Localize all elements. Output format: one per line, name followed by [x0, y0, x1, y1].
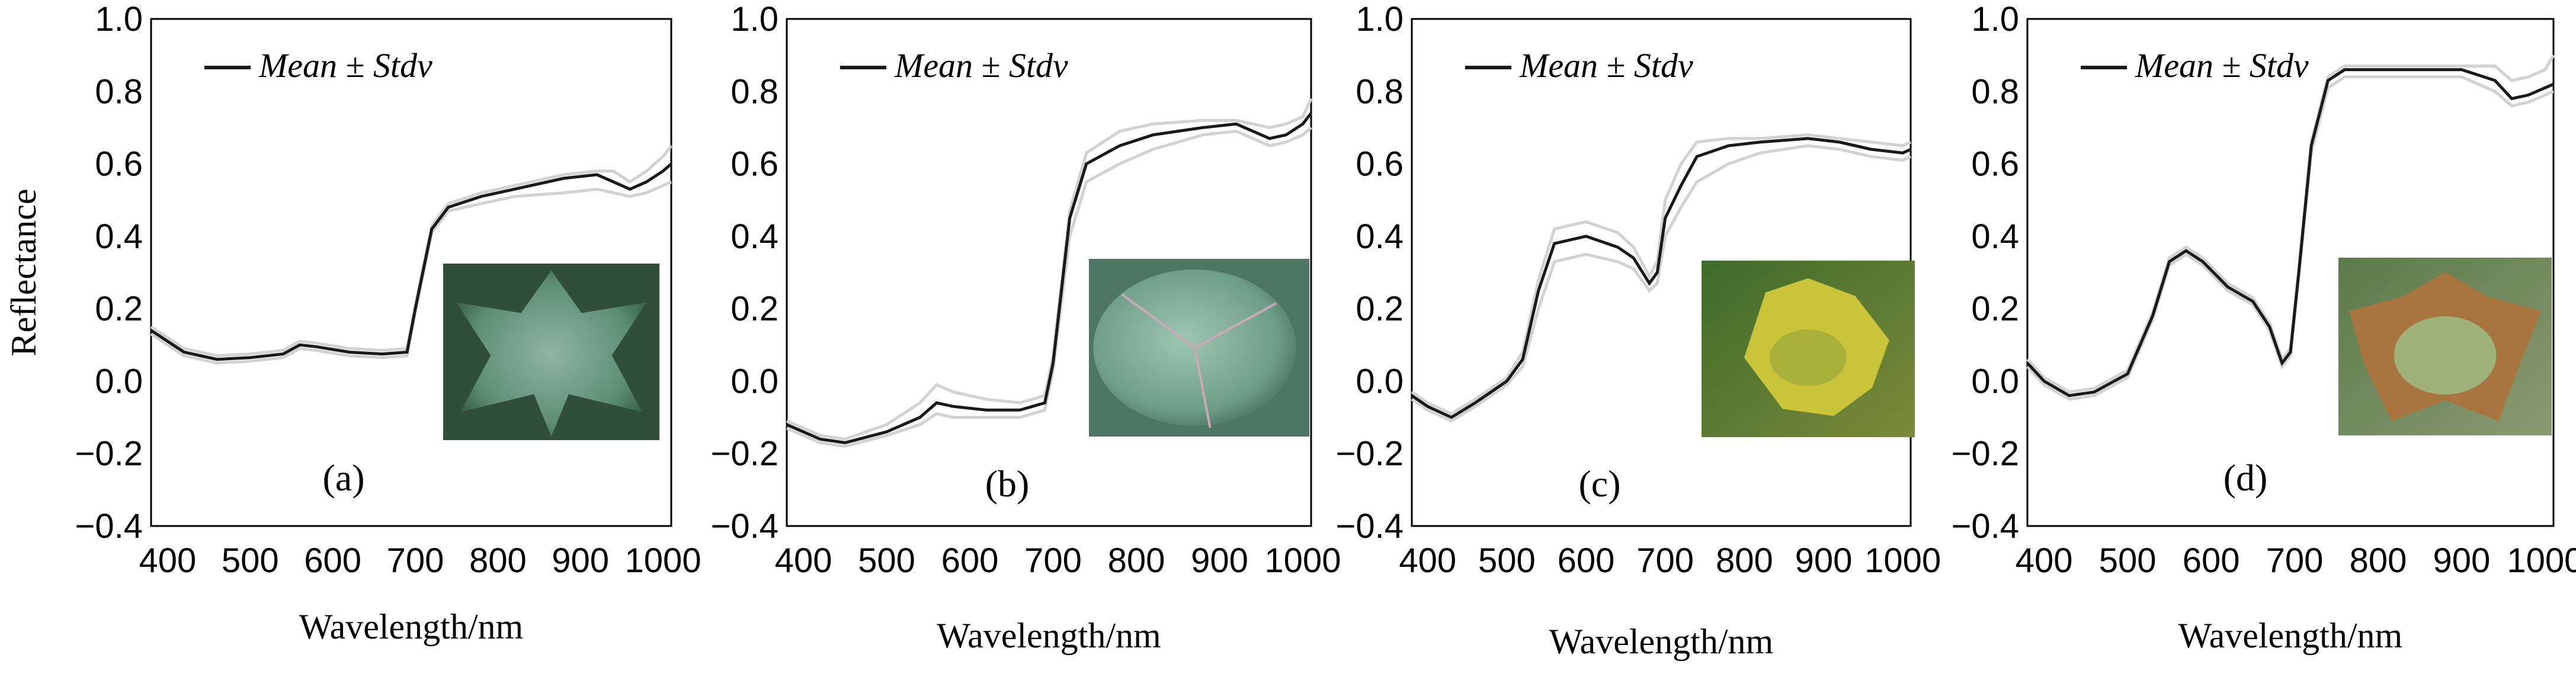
x-tick-label: 1000	[1864, 541, 1941, 580]
series-mean-line	[1411, 137, 1912, 419]
x-tick-label: 800	[469, 541, 527, 580]
y-tick-label: 1.0	[95, 0, 143, 39]
series-mean-line	[2026, 68, 2554, 397]
series-mean-line	[150, 162, 672, 361]
y-tick-label: 0.8	[95, 72, 143, 111]
y-axis-title: Reflectance	[4, 188, 43, 356]
x-tick-label: 800	[1108, 541, 1165, 580]
y-tick-label: −0.4	[1336, 507, 1404, 546]
panel-label: (a)	[322, 457, 364, 499]
inset-photo-infected-leaf	[1089, 259, 1309, 437]
x-axis-title: Wavelength/nm	[2178, 616, 2402, 655]
x-tick-label: 600	[304, 541, 361, 580]
x-axis-title: Wavelength/nm	[1549, 622, 1773, 661]
panel-label: (d)	[2223, 457, 2268, 499]
x-tick-label: 400	[2016, 541, 2073, 580]
x-tick-label: 800	[2350, 541, 2407, 580]
y-tick-label: 0.8	[730, 72, 778, 111]
x-tick-label: 600	[2183, 541, 2240, 580]
y-tick-label: 0.4	[1356, 217, 1404, 256]
y-tick-label: 0.6	[1971, 145, 2019, 184]
inset-photo-healthy-leaf	[443, 264, 659, 440]
y-tick-label: 0.2	[1356, 290, 1404, 328]
x-axis-title: Wavelength/nm	[299, 607, 523, 646]
y-tick-label: 0.6	[1356, 145, 1404, 184]
y-tick-label: 0.2	[1971, 290, 2019, 328]
x-tick-label: 900	[2433, 541, 2491, 580]
x-tick-label: 900	[552, 541, 609, 580]
panel-label: (c)	[1578, 463, 1620, 505]
y-tick-label: −0.4	[75, 507, 143, 546]
y-tick-label: 0.4	[1971, 217, 2019, 256]
x-tick-label: 700	[1024, 541, 1082, 580]
x-tick-label: 700	[2266, 541, 2324, 580]
plot-frame	[786, 18, 1312, 527]
inset-photo-yellowing-leaf	[1702, 261, 1915, 437]
y-tick-label: −0.2	[75, 435, 143, 473]
x-tick-label: 500	[222, 541, 279, 580]
y-tick-label: 0.0	[730, 362, 778, 400]
y-tick-label: 0.2	[730, 290, 778, 328]
legend-label: Mean ± Stdv	[894, 46, 1068, 85]
y-tick-label: 0.4	[730, 217, 778, 256]
y-tick-label: 0.8	[1356, 72, 1404, 111]
y-tick-label: 1.0	[1356, 0, 1404, 39]
leaf-shape	[456, 270, 647, 437]
x-axis-title: Wavelength/nm	[937, 616, 1161, 655]
legend-label: Mean ± Stdv	[1519, 46, 1693, 85]
legend-label: Mean ± Stdv	[258, 46, 432, 85]
y-tick-label: −0.2	[1952, 435, 2020, 473]
y-tick-label: 0.0	[95, 362, 143, 400]
panel-label: (b)	[985, 463, 1030, 505]
series-mean-line	[786, 112, 1312, 444]
y-tick-label: 0.6	[95, 145, 143, 184]
y-tick-label: 1.0	[730, 0, 778, 39]
x-tick-label: 400	[775, 541, 832, 580]
x-tick-label: 600	[1558, 541, 1615, 580]
x-tick-label: 1000	[1264, 541, 1341, 580]
series-upper-stdv-line	[1411, 133, 1912, 416]
y-tick-label: 0.0	[1971, 362, 2019, 400]
y-tick-label: 0.2	[95, 290, 143, 328]
y-tick-label: 0.6	[730, 145, 778, 184]
x-tick-label: 400	[1399, 541, 1456, 580]
x-tick-label: 500	[1478, 541, 1536, 580]
y-tick-label: −0.4	[1952, 507, 2020, 546]
x-tick-label: 900	[1795, 541, 1853, 580]
y-tick-label: 1.0	[1971, 0, 2019, 39]
y-tick-label: −0.4	[711, 507, 779, 546]
x-tick-label: 900	[1191, 541, 1248, 580]
x-tick-label: 600	[941, 541, 999, 580]
x-tick-label: 400	[139, 541, 196, 580]
x-tick-label: 800	[1716, 541, 1773, 580]
inset-photo-necrotic-leaf	[2338, 258, 2552, 435]
series-lower-stdv-line	[1411, 144, 1912, 423]
y-tick-label: 0.8	[1971, 72, 2019, 111]
x-tick-label: 500	[2099, 541, 2157, 580]
x-tick-label: 1000	[625, 541, 701, 580]
y-tick-label: 0.0	[1356, 362, 1404, 400]
x-tick-label: 700	[1636, 541, 1694, 580]
legend-label: Mean ± Stdv	[2135, 46, 2309, 85]
x-tick-label: 700	[387, 541, 444, 580]
plot-frame	[150, 18, 672, 527]
plot-frame	[2026, 18, 2555, 527]
y-tick-label: −0.2	[711, 435, 779, 473]
x-tick-label: 500	[858, 541, 915, 580]
y-tick-label: −0.2	[1336, 435, 1404, 473]
y-tick-label: 0.4	[95, 217, 143, 256]
x-tick-label: 1000	[2507, 541, 2576, 580]
